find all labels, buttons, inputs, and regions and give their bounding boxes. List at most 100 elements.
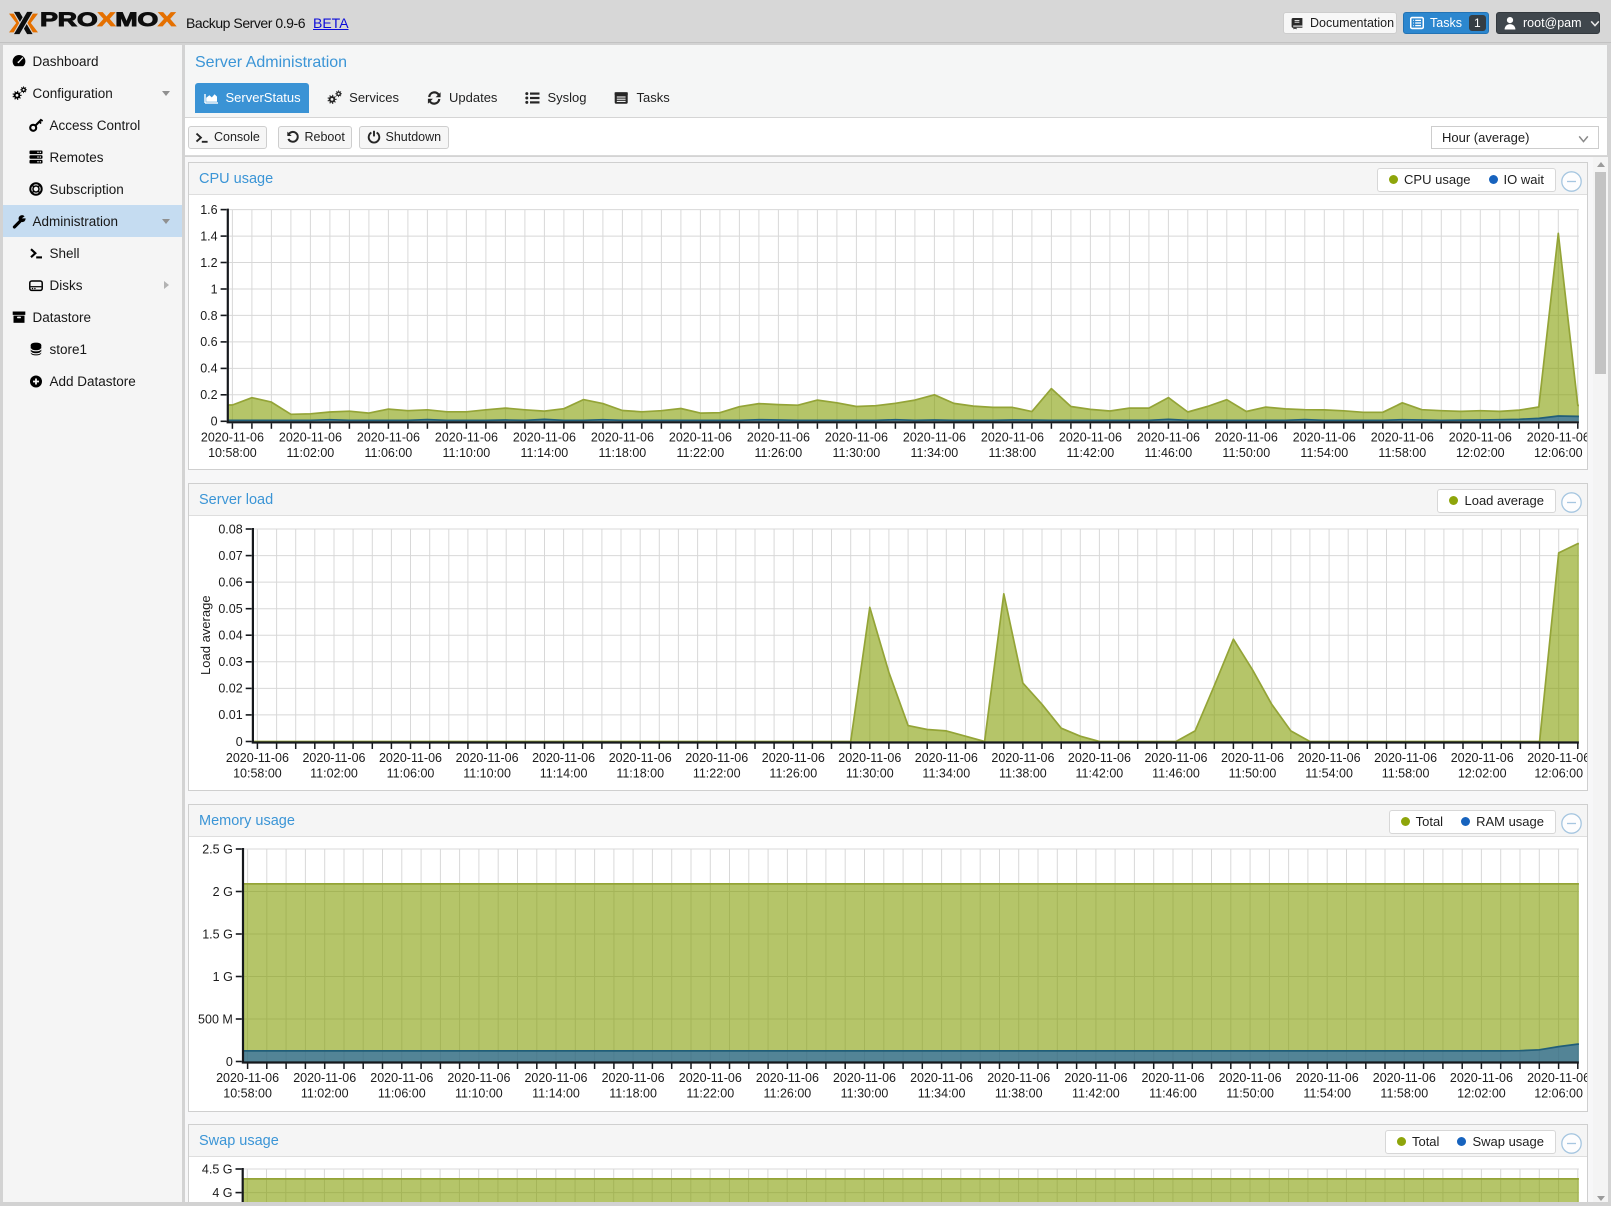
svg-text:11:22:00: 11:22:00	[693, 766, 741, 780]
svg-text:11:30:00: 11:30:00	[846, 766, 894, 780]
svg-text:10:58:00: 10:58:00	[223, 1086, 272, 1100]
svg-text:2020-11-06: 2020-11-06	[838, 751, 901, 765]
svg-text:2020-11-06: 2020-11-06	[1527, 751, 1587, 765]
svg-text:2020-11-06: 2020-11-06	[226, 751, 289, 765]
svg-text:2020-11-06: 2020-11-06	[1449, 431, 1512, 445]
svg-text:11:02:00: 11:02:00	[287, 446, 335, 460]
svg-text:2020-11-06: 2020-11-06	[1527, 1071, 1587, 1085]
svg-text:2020-11-06: 2020-11-06	[591, 431, 654, 445]
svg-text:500 M: 500 M	[198, 1012, 233, 1026]
svg-text:0.6: 0.6	[200, 335, 217, 349]
svg-text:1.2: 1.2	[200, 256, 217, 270]
svg-text:11:06:00: 11:06:00	[387, 766, 435, 780]
svg-text:12:06:00: 12:06:00	[1534, 1086, 1583, 1100]
svg-text:2020-11-06: 2020-11-06	[1219, 1071, 1282, 1085]
svg-text:11:34:00: 11:34:00	[922, 766, 970, 780]
svg-text:2020-11-06: 2020-11-06	[1451, 751, 1514, 765]
svg-text:11:38:00: 11:38:00	[995, 1086, 1043, 1100]
svg-text:11:26:00: 11:26:00	[769, 766, 817, 780]
svg-text:11:14:00: 11:14:00	[521, 446, 569, 460]
svg-text:2020-11-06: 2020-11-06	[1450, 1071, 1513, 1085]
svg-text:11:02:00: 11:02:00	[301, 1086, 349, 1100]
svg-text:2020-11-06: 2020-11-06	[1068, 751, 1131, 765]
svg-text:11:58:00: 11:58:00	[1380, 1086, 1428, 1100]
svg-text:2020-11-06: 2020-11-06	[991, 751, 1054, 765]
svg-text:0.01: 0.01	[218, 708, 242, 722]
svg-text:0.02: 0.02	[218, 682, 242, 696]
svg-text:2 G: 2 G	[213, 885, 233, 899]
svg-text:11:50:00: 11:50:00	[1222, 446, 1270, 460]
svg-text:11:06:00: 11:06:00	[378, 1086, 426, 1100]
svg-text:11:34:00: 11:34:00	[911, 446, 959, 460]
svg-text:2020-11-06: 2020-11-06	[456, 751, 519, 765]
svg-text:11:50:00: 11:50:00	[1226, 1086, 1274, 1100]
svg-text:2020-11-06: 2020-11-06	[357, 431, 420, 445]
svg-text:2020-11-06: 2020-11-06	[987, 1071, 1050, 1085]
svg-text:2020-11-06: 2020-11-06	[216, 1071, 279, 1085]
svg-text:Load average: Load average	[198, 595, 213, 675]
svg-text:0.03: 0.03	[218, 655, 242, 669]
svg-text:12:02:00: 12:02:00	[1457, 1086, 1506, 1100]
svg-text:0.04: 0.04	[218, 629, 242, 643]
svg-text:10:58:00: 10:58:00	[208, 446, 257, 460]
svg-text:1.5 G: 1.5 G	[202, 927, 233, 941]
svg-text:2020-11-06: 2020-11-06	[1371, 431, 1434, 445]
svg-text:0.05: 0.05	[218, 602, 242, 616]
svg-text:2020-11-06: 2020-11-06	[762, 751, 825, 765]
svg-text:2020-11-06: 2020-11-06	[302, 751, 365, 765]
svg-text:2020-11-06: 2020-11-06	[602, 1071, 665, 1085]
svg-text:1.6: 1.6	[200, 203, 217, 217]
svg-text:0.06: 0.06	[218, 575, 242, 589]
svg-text:2020-11-06: 2020-11-06	[981, 431, 1044, 445]
svg-text:11:46:00: 11:46:00	[1145, 446, 1193, 460]
svg-text:2020-11-06: 2020-11-06	[1064, 1071, 1127, 1085]
svg-text:2020-11-06: 2020-11-06	[1296, 1071, 1359, 1085]
svg-text:2020-11-06: 2020-11-06	[1527, 431, 1587, 445]
svg-text:11:42:00: 11:42:00	[1072, 1086, 1120, 1100]
svg-text:2020-11-06: 2020-11-06	[825, 431, 888, 445]
svg-text:11:54:00: 11:54:00	[1300, 446, 1348, 460]
svg-text:2020-11-06: 2020-11-06	[609, 751, 672, 765]
svg-text:12:02:00: 12:02:00	[1458, 766, 1507, 780]
svg-text:11:18:00: 11:18:00	[599, 446, 647, 460]
svg-text:2.5 G: 2.5 G	[202, 842, 233, 856]
svg-text:11:14:00: 11:14:00	[540, 766, 588, 780]
svg-text:1.4: 1.4	[200, 229, 217, 243]
svg-text:2020-11-06: 2020-11-06	[1293, 431, 1356, 445]
svg-text:0: 0	[211, 415, 218, 429]
svg-text:12:06:00: 12:06:00	[1534, 446, 1583, 460]
svg-text:11:10:00: 11:10:00	[455, 1086, 503, 1100]
svg-text:0: 0	[226, 1055, 233, 1069]
svg-text:4 G: 4 G	[212, 1186, 232, 1200]
svg-text:2020-11-06: 2020-11-06	[685, 751, 748, 765]
svg-text:11:58:00: 11:58:00	[1378, 446, 1426, 460]
svg-text:2020-11-06: 2020-11-06	[903, 431, 966, 445]
svg-text:11:58:00: 11:58:00	[1382, 766, 1430, 780]
svg-text:11:54:00: 11:54:00	[1303, 1086, 1351, 1100]
svg-text:2020-11-06: 2020-11-06	[669, 431, 732, 445]
svg-text:10:58:00: 10:58:00	[233, 766, 282, 780]
svg-text:11:02:00: 11:02:00	[310, 766, 358, 780]
svg-text:2020-11-06: 2020-11-06	[1137, 431, 1200, 445]
svg-text:2020-11-06: 2020-11-06	[756, 1071, 819, 1085]
svg-text:2020-11-06: 2020-11-06	[532, 751, 595, 765]
svg-text:4.5 G: 4.5 G	[202, 1162, 233, 1176]
svg-text:1 G: 1 G	[213, 970, 233, 984]
svg-text:11:10:00: 11:10:00	[463, 766, 511, 780]
svg-text:11:06:00: 11:06:00	[365, 446, 413, 460]
svg-text:11:42:00: 11:42:00	[1067, 446, 1115, 460]
svg-text:2020-11-06: 2020-11-06	[513, 431, 576, 445]
svg-text:2020-11-06: 2020-11-06	[910, 1071, 973, 1085]
svg-text:11:26:00: 11:26:00	[764, 1086, 812, 1100]
svg-text:0.8: 0.8	[200, 309, 217, 323]
svg-text:2020-11-06: 2020-11-06	[435, 431, 498, 445]
svg-text:0.08: 0.08	[218, 522, 242, 536]
svg-text:12:06:00: 12:06:00	[1534, 766, 1583, 780]
svg-text:2020-11-06: 2020-11-06	[1373, 1071, 1436, 1085]
svg-text:11:22:00: 11:22:00	[677, 446, 725, 460]
svg-text:2020-11-06: 2020-11-06	[370, 1071, 433, 1085]
svg-text:11:26:00: 11:26:00	[755, 446, 803, 460]
svg-text:11:50:00: 11:50:00	[1229, 766, 1277, 780]
svg-text:0.4: 0.4	[200, 362, 217, 376]
svg-text:11:30:00: 11:30:00	[833, 446, 881, 460]
